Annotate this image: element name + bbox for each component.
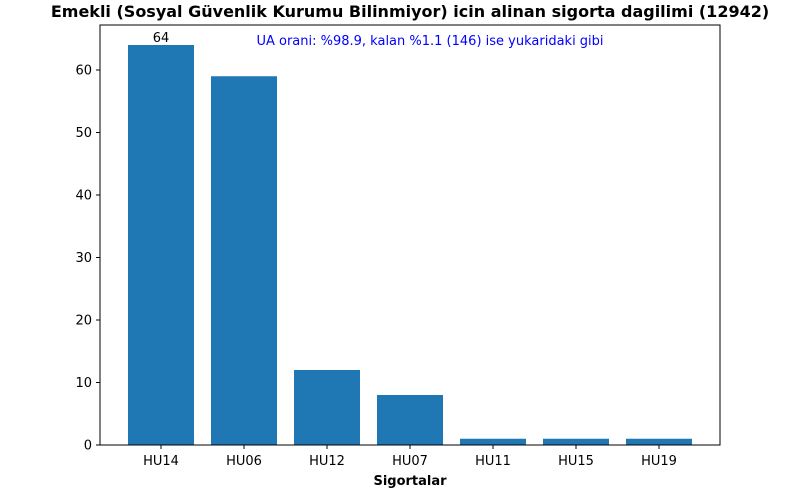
data-label-hu14: 64 <box>153 31 170 46</box>
bar-hu06 <box>211 76 277 445</box>
chart-annotation: UA orani: %98.9, kalan %1.1 (146) ise yu… <box>256 34 603 49</box>
x-axis-label: Sigortalar <box>373 474 447 489</box>
bar-hu11 <box>460 438 526 445</box>
bar-hu14 <box>128 45 194 445</box>
x-tick-label: HU19 <box>641 454 677 469</box>
x-tick-label: HU12 <box>309 454 345 469</box>
data-labels-layer: 64 <box>153 31 170 46</box>
y-tick-label: 20 <box>75 314 92 329</box>
y-tick-label: 10 <box>75 376 92 391</box>
chart-title: Emekli (Sosyal Güvenlik Kurumu Bilinmiyo… <box>51 2 769 21</box>
bar-hu12 <box>294 370 360 445</box>
x-tick-label: HU06 <box>226 454 262 469</box>
bar-hu07 <box>377 395 443 445</box>
x-axis: HU14 HU06 HU12 HU07 HU11 HU15 HU19 <box>143 445 677 469</box>
bars-layer <box>128 45 692 445</box>
bar-hu19 <box>626 438 692 445</box>
y-tick-label: 50 <box>75 126 92 141</box>
x-tick-label: HU15 <box>558 454 594 469</box>
x-tick-label: HU14 <box>143 454 179 469</box>
y-axis: 0 10 20 30 40 50 60 <box>75 64 100 454</box>
y-tick-label: 40 <box>75 189 92 204</box>
y-tick-label: 60 <box>75 64 92 79</box>
bar-hu15 <box>543 438 609 445</box>
y-tick-label: 30 <box>75 251 92 266</box>
x-tick-label: HU07 <box>392 454 428 469</box>
x-tick-label: HU11 <box>475 454 511 469</box>
y-tick-label: 0 <box>84 439 92 454</box>
plot-frame <box>99 24 721 446</box>
